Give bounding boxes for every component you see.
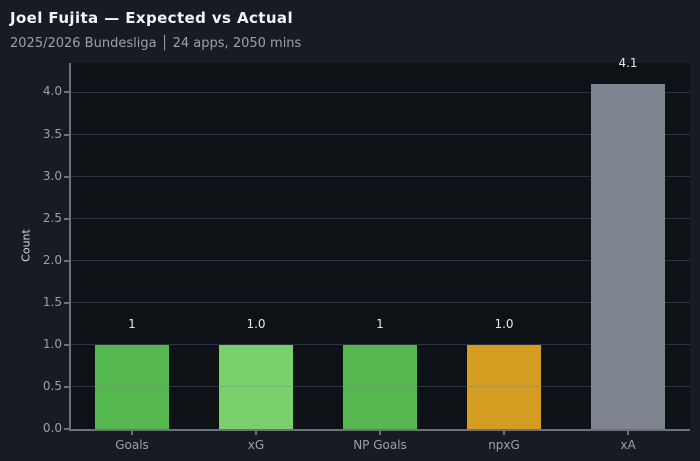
y-tick-label: 4.0 [42,84,62,99]
bar-value-label: 4.1 [618,56,638,71]
y-tick-mark [64,385,69,388]
y-tick-mark [64,175,69,178]
x-tick-label-xg: xG [247,438,265,452]
bar-goals [95,344,169,429]
y-axis-spine [69,63,71,431]
y-axis-label: Count [19,229,33,262]
bar-xa [591,84,665,429]
bar-value-label: 1.0 [246,316,266,331]
y-tick-mark [64,343,69,346]
gridline [70,344,690,346]
x-tick-mark [131,431,133,435]
x-tick-mark [627,431,629,435]
x-tick-label-npxg: npxG [488,438,520,452]
y-tick-label: 3.5 [42,126,62,141]
gridline [70,386,690,388]
gridline [70,218,690,220]
gridline [70,302,690,304]
x-tick-mark [379,431,381,435]
y-tick-label: 1.0 [42,336,62,351]
y-tick-mark [64,217,69,220]
gridline [70,176,690,178]
y-tick-label: 3.0 [42,168,62,183]
x-tick-label-np-goals: NP Goals [353,438,407,452]
x-tick-mark [503,431,505,435]
page-subtitle: 2025/2026 Bundesliga │ 24 apps, 2050 min… [10,36,302,51]
y-tick-label: 2.0 [42,252,62,267]
bar-xg [219,344,293,429]
y-tick-mark [64,259,69,262]
bar-value-label: 1 [376,316,384,331]
bar-value-label: 1.0 [494,316,514,331]
y-tick-label: 0.5 [42,378,62,393]
bar-npxg [467,344,541,429]
x-tick-label-goals: Goals [115,438,149,452]
gridline [70,91,690,93]
x-axis-spine [69,429,690,431]
y-tick-mark [64,91,69,94]
y-tick-mark [64,133,69,136]
gridline [70,134,690,136]
bar-np-goals [343,344,417,429]
gridline [70,260,690,262]
y-tick-mark [64,428,69,430]
y-tick-label: 1.5 [42,294,62,309]
x-tick-label-xa: xA [620,438,636,452]
x-tick-mark [255,431,257,435]
y-tick-mark [64,301,69,304]
y-tick-label: 0.0 [42,421,62,435]
y-tick-label: 2.5 [42,210,62,225]
bar-value-label: 1 [128,316,136,331]
page-title: Joel Fujita — Expected vs Actual [10,9,293,27]
